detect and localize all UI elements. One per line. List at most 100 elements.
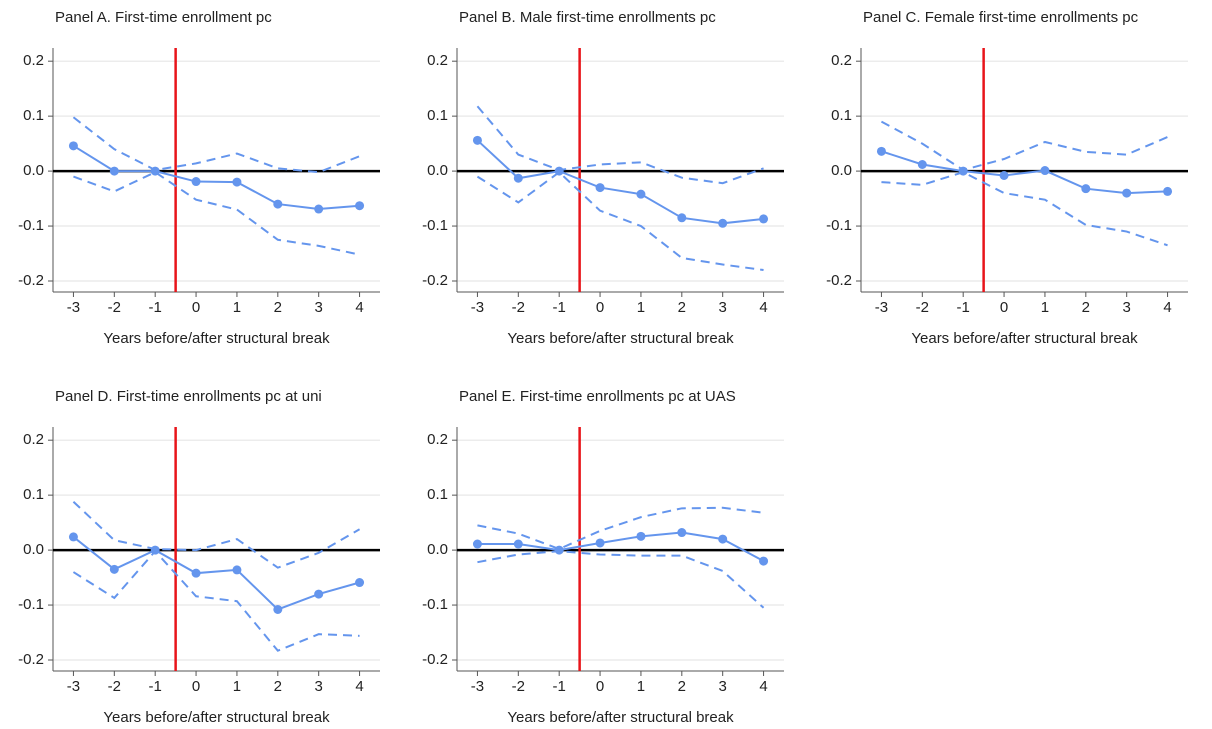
y-tick-label: 0.1 — [427, 107, 448, 124]
y-tick-label: 0.2 — [427, 431, 448, 448]
y-tick-label: -0.1 — [18, 596, 44, 613]
panel-title: Panel B. Male first-time enrollments pc — [459, 9, 716, 26]
y-tick-label: 0.0 — [831, 162, 852, 179]
estimate-point — [232, 565, 242, 575]
estimate-point — [273, 199, 283, 209]
estimate-line — [477, 531, 765, 562]
y-tick-label: 0.2 — [23, 431, 44, 448]
estimate-point — [232, 177, 242, 187]
x-tick-label: -1 — [149, 299, 162, 316]
y-tick-label: 0.0 — [23, 541, 44, 558]
x-tick-label: 2 — [274, 678, 282, 695]
y-tick-label: -0.1 — [18, 217, 44, 234]
estimate-point — [595, 538, 605, 548]
x-tick-label: -3 — [875, 299, 888, 316]
x-tick-label: 1 — [1041, 299, 1049, 316]
x-tick-label: -2 — [108, 678, 121, 695]
x-axis-label: Years before/after structural break — [103, 709, 330, 726]
x-tick-label: 3 — [1123, 299, 1131, 316]
ci-line — [476, 170, 764, 272]
y-tick-label: -0.2 — [826, 272, 852, 289]
x-tick-label: -3 — [471, 299, 484, 316]
panel-title: Panel D. First-time enrollments pc at un… — [55, 388, 322, 405]
x-tick-label: -1 — [553, 299, 566, 316]
x-tick-label: -3 — [67, 299, 80, 316]
x-axis-label: Years before/after structural break — [103, 330, 330, 347]
y-tick-label: 0.0 — [23, 162, 44, 179]
estimate-point — [513, 173, 523, 183]
estimate-point — [355, 201, 365, 211]
y-tick-label: 0.0 — [427, 541, 448, 558]
estimate-point — [917, 160, 927, 170]
estimate-point — [68, 141, 78, 151]
x-tick-label: 2 — [1082, 299, 1090, 316]
y-tick-label: -0.2 — [422, 651, 448, 668]
estimate-point — [759, 556, 769, 566]
x-tick-label: -2 — [512, 678, 525, 695]
x-tick-label: -3 — [471, 678, 484, 695]
x-tick-label: -2 — [108, 299, 121, 316]
y-tick-label: -0.2 — [422, 272, 448, 289]
estimate-point — [1040, 166, 1050, 176]
estimate-line — [476, 139, 764, 225]
estimate-point — [273, 604, 283, 614]
estimate-point — [314, 589, 324, 599]
estimate-point — [1122, 188, 1132, 198]
x-tick-label: 3 — [315, 299, 323, 316]
estimate-point — [677, 528, 687, 538]
estimate-point — [677, 213, 687, 223]
x-tick-label: 4 — [355, 299, 363, 316]
x-axis-label: Years before/after structural break — [507, 709, 734, 726]
ci-line — [73, 171, 360, 256]
estimate-line — [881, 150, 1168, 195]
x-tick-label: 4 — [759, 299, 767, 316]
estimate-line — [72, 144, 360, 211]
y-tick-label: 0.1 — [427, 486, 448, 503]
estimate-point — [759, 214, 769, 224]
panel-title: Panel C. Female first-time enrollments p… — [863, 9, 1139, 26]
estimate-point — [109, 564, 119, 574]
x-tick-label: 2 — [678, 678, 686, 695]
estimate-point — [472, 135, 482, 145]
estimate-point — [636, 189, 646, 199]
x-tick-label: -1 — [553, 678, 566, 695]
x-tick-label: 0 — [596, 678, 604, 695]
x-tick-label: 0 — [1000, 299, 1008, 316]
estimate-point — [1163, 186, 1173, 196]
estimate-point — [68, 532, 78, 542]
estimate-point — [718, 534, 728, 544]
y-tick-label: 0.1 — [831, 107, 852, 124]
x-axis-label: Years before/after structural break — [507, 330, 734, 347]
x-tick-label: 3 — [315, 678, 323, 695]
ci-line — [880, 120, 1168, 172]
x-tick-label: 4 — [759, 678, 767, 695]
x-tick-label: 0 — [192, 678, 200, 695]
y-tick-label: 0.2 — [831, 52, 852, 69]
x-tick-label: -3 — [67, 678, 80, 695]
x-tick-label: -1 — [957, 299, 970, 316]
estimate-point — [513, 539, 523, 549]
x-tick-label: 3 — [719, 299, 727, 316]
x-tick-label: -1 — [149, 678, 162, 695]
panel-title: Panel A. First-time enrollment pc — [55, 9, 272, 26]
ci-line — [72, 116, 360, 174]
ci-line — [477, 506, 764, 551]
y-tick-label: -0.2 — [18, 272, 44, 289]
x-tick-label: 3 — [719, 678, 727, 695]
estimate-point — [636, 531, 646, 541]
y-tick-label: 0.1 — [23, 486, 44, 503]
ci-line — [476, 105, 764, 185]
estimate-point — [355, 578, 365, 588]
x-tick-label: 0 — [596, 299, 604, 316]
estimate-point — [999, 170, 1009, 180]
y-tick-label: 0.0 — [427, 162, 448, 179]
x-tick-label: 1 — [233, 299, 241, 316]
estimate-point — [718, 218, 728, 228]
x-tick-label: 2 — [274, 299, 282, 316]
estimate-point — [1081, 184, 1091, 194]
y-tick-label: 0.1 — [23, 107, 44, 124]
estimate-point — [191, 568, 201, 578]
x-tick-label: 1 — [637, 678, 645, 695]
y-tick-label: -0.2 — [18, 651, 44, 668]
